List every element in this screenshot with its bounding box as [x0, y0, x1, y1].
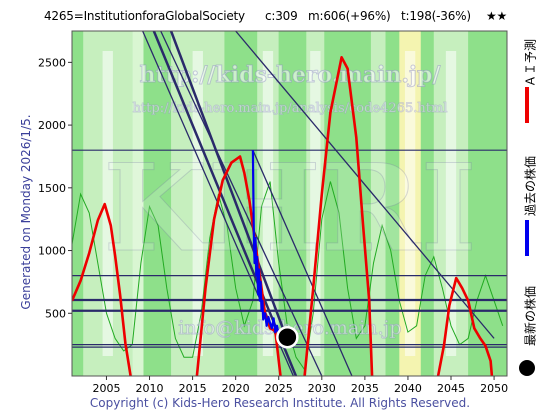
- trend-line: [152, 31, 298, 376]
- background-band: [370, 31, 386, 376]
- x-tick-label: 2050: [480, 382, 508, 395]
- y-tick-label: 2000: [38, 119, 66, 132]
- x-tick-label: 2035: [351, 382, 379, 395]
- watermark-url: http://kids-hero.main.jp/: [140, 62, 442, 88]
- background-band: [72, 31, 84, 376]
- trend-line: [252, 149, 353, 376]
- y-tick-label: 500: [45, 307, 66, 320]
- trend-line: [160, 31, 323, 376]
- x-tick-label: 2020: [222, 382, 250, 395]
- legend-label-latest-price: 最新の株価: [523, 285, 538, 347]
- background-band: [324, 31, 371, 376]
- legend: [519, 87, 535, 376]
- x-tick-label: 2005: [92, 382, 120, 395]
- latest-price-dot: [276, 325, 299, 349]
- background-bands: [72, 31, 507, 376]
- ai-prediction-line: [72, 55, 494, 376]
- watermarks: http://kids-hero.main.jp/http://kids-her…: [103, 62, 478, 340]
- x-tick-label: 2015: [179, 382, 207, 395]
- trend-line: [235, 31, 495, 339]
- trend-line: [169, 31, 291, 346]
- axes: 2005 2010 2015 2020 2025 2030 2035 2040 2045 2050…: [38, 30, 508, 395]
- band-highlight: [404, 51, 416, 356]
- background-band: [420, 31, 434, 376]
- x-tick-label: 2040: [394, 382, 422, 395]
- watermark-analysis-url: http://kids-hero.main.jp/analysis/code42…: [133, 101, 448, 116]
- legend-swatch-latest-price: [519, 360, 535, 376]
- background-band: [385, 31, 400, 376]
- latest-price-marker: [276, 325, 299, 349]
- stock-code-name: 4265=InstitutionforaGlobalSociety: [44, 9, 245, 23]
- band-highlight: [192, 51, 203, 356]
- x-tick-label: 2025: [265, 382, 293, 395]
- generated-date: Generated on Monday 2026/1/5.: [19, 114, 33, 310]
- band-highlight: [262, 51, 274, 356]
- x-tick-label: 2045: [437, 382, 465, 395]
- copyright-footer: Copyright (c) Kids-Hero Research Institu…: [89, 396, 471, 410]
- mid-target: m:606(+96%): [308, 9, 391, 23]
- x-tick-label: 2010: [136, 382, 164, 395]
- background-band: [143, 31, 172, 376]
- current-price: c:309: [265, 9, 298, 23]
- plot-frame: [71, 30, 508, 377]
- band-highlight: [102, 51, 113, 356]
- background-band: [132, 31, 144, 376]
- x-tick-label: 2030: [308, 382, 336, 395]
- rating-stars: ★★: [486, 9, 508, 23]
- legend-label-ai-prediction: ＡＩ予測: [523, 38, 538, 88]
- band-highlight: [310, 51, 321, 356]
- y-tick-label: 1500: [38, 182, 66, 195]
- watermark-logo: KHRI: [103, 138, 477, 279]
- low-target: t:198(-36%): [401, 9, 471, 23]
- y-tick-label: 1000: [38, 245, 66, 258]
- band-highlight: [445, 51, 457, 356]
- legend-label-past-price: 過去の株価: [523, 155, 538, 217]
- y-tick-label: 2500: [38, 56, 66, 69]
